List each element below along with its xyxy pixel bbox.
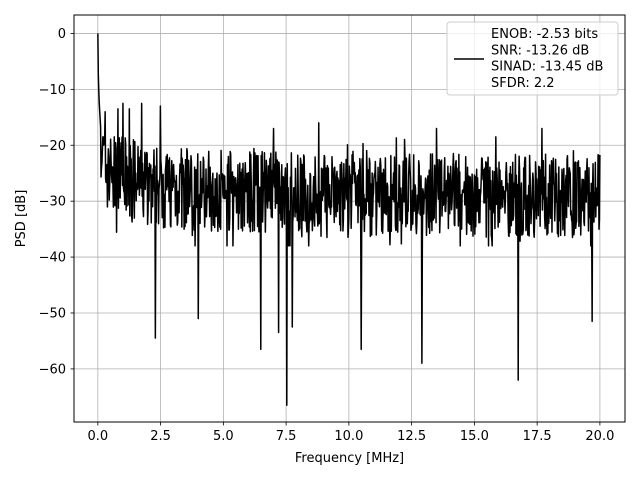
legend-box — [446, 21, 619, 96]
x-tick-label: 10.0 — [334, 429, 363, 444]
legend-line-text: SINAD: -13.45 dB — [491, 60, 603, 75]
y-tick-label: 0 — [58, 27, 66, 42]
y-tick-label: −60 — [39, 362, 66, 377]
y-tick-label: −10 — [39, 83, 66, 98]
y-tick-label: −20 — [39, 139, 66, 154]
plot-frame — [73, 14, 626, 423]
x-tick-label: 0.0 — [88, 429, 109, 444]
legend-line-text: ENOB: -2.53 bits — [491, 27, 598, 42]
y-tick-label: −40 — [39, 251, 66, 266]
x-axis-ticks: 0.0 2.5 5.0 7.5 10.0 12.5 15.0 17.5 20.0 — [88, 422, 614, 444]
y-tick-label: −30 — [39, 195, 66, 210]
x-tick-label: 12.5 — [397, 429, 426, 444]
legend-line-text: SNR: -13.26 dB — [491, 43, 589, 58]
x-tick-label: 2.5 — [150, 429, 171, 444]
psd-series-line — [97, 33, 601, 406]
y-tick-label: −50 — [39, 306, 66, 321]
x-tick-label: 5.0 — [213, 429, 234, 444]
x-tick-label: 7.5 — [276, 429, 297, 444]
legend-line-text: SFDR: 2.2 — [491, 76, 555, 91]
x-axis-label: Frequency [MHz] — [295, 451, 404, 466]
x-tick-label: 17.5 — [523, 429, 552, 444]
y-axis-ticks: 0 −10 −20 −30 −40 −50 −60 — [39, 27, 74, 377]
x-tick-label: 15.0 — [460, 429, 489, 444]
legend: ENOB: -2.53 bits SNR: -13.26 dB SINAD: -13… — [446, 21, 619, 96]
y-axis-label: PSD [dB] — [14, 190, 29, 248]
series-layer — [97, 33, 601, 406]
legend-label: ENOB: -2.53 bits SNR: -13.26 dB SINAD: -13… — [491, 27, 603, 91]
x-tick-label: 20.0 — [585, 429, 614, 444]
